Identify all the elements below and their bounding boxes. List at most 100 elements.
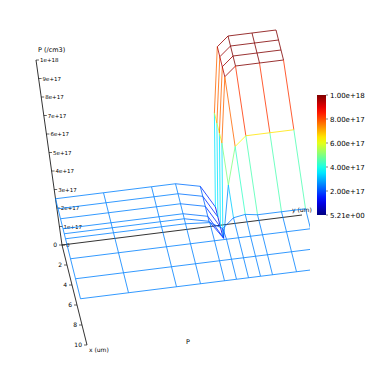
mesh-segment [270,133,282,212]
mesh-segment [244,256,256,258]
mesh-segment [282,209,306,212]
x-axis [62,245,87,345]
mesh-segment [287,232,292,252]
z-tick [44,115,47,116]
mesh-segment [124,273,129,293]
mesh-segment [220,46,231,57]
mesh-segment [260,60,284,63]
z-tick [52,171,55,172]
mesh-segment [239,238,244,258]
mesh-segment [233,53,257,56]
mesh-segment [64,234,65,239]
mesh-segment [154,197,157,207]
mesh-segment [114,227,162,233]
mesh-segment [284,60,294,130]
mesh-segment [263,235,268,255]
mesh-segment [119,247,167,253]
mesh-segment [64,228,112,234]
mesh-segment [255,43,258,53]
z-tick [49,152,52,153]
z-tick [54,189,57,190]
mesh-segment [224,185,229,238]
z-tick-label: 5e+17 [53,150,72,156]
mesh-segment [228,36,231,46]
mesh-segment [246,136,258,215]
mesh-segment [260,63,270,133]
mesh-segment [251,235,263,237]
mesh-segment [159,217,160,222]
colorbar-tick [326,167,328,168]
colorbar-tick-label: 8.00e+17 [330,116,365,124]
mesh-segment [63,223,111,229]
z-tick [36,60,39,61]
z-tick-label: 6e+17 [50,131,69,137]
mesh-segment [245,214,250,236]
mesh-segment [225,77,235,147]
mesh-segment [61,213,109,219]
mesh-segment [104,193,107,203]
mesh-segment [167,244,191,247]
mesh-segment [181,204,184,214]
z-tick-label: 8e+17 [45,94,64,100]
colorbar-tick [326,191,328,192]
mesh-segment [167,247,172,267]
mesh-segment [225,66,236,77]
mesh-segment [81,293,129,299]
mesh-segment [215,241,220,261]
mesh-segment [223,218,234,229]
mesh-segment [237,278,249,280]
mesh-segment [219,133,222,143]
mesh-segment [223,229,227,240]
y-axis [62,215,302,245]
mesh-segment [214,113,217,123]
mesh-segment [234,214,246,217]
x-tick-label: 6 [68,301,72,308]
mesh-segment [203,196,206,206]
mesh-segment [232,258,244,260]
surface-mesh [56,30,311,299]
mesh-segment [256,256,261,276]
mesh-segment [222,143,223,237]
mesh-segment [233,56,236,66]
mesh-segment [273,272,297,275]
mesh-segment [162,224,186,227]
mesh-segment [106,197,154,203]
x-tick [79,325,82,326]
mesh-segment [177,284,201,287]
mesh-segment [219,133,220,227]
colorbar-tick-label: 2.00e+17 [330,188,365,196]
mesh-segment [227,239,232,259]
mesh-segment [222,67,225,77]
mesh-segment [252,30,276,33]
mesh-segment [183,214,184,219]
mesh-segment [217,36,228,47]
mesh-segment [109,207,157,213]
z-tick-label: 4e+17 [56,168,75,174]
mesh-segment [191,244,196,264]
mesh-segment [225,279,237,281]
mesh-segment [160,219,184,222]
x-tick-label: 10 [74,341,82,348]
mesh-segment [208,216,223,237]
mesh-segment [222,56,233,67]
mesh-segment [268,252,292,255]
mesh-segment [234,218,239,238]
mesh-segment [76,273,124,279]
mesh-segment [129,287,177,293]
mesh-segment [183,214,208,217]
mesh-segment [196,264,201,284]
x-tick [64,265,67,266]
colorbar-tick [326,215,328,216]
mesh-segment [239,236,251,238]
mesh-segment [222,143,228,185]
mesh-segment [191,241,215,244]
mesh-segment [157,207,160,217]
x-axis-label: x (um) [89,346,109,353]
mesh-segment [112,222,160,228]
mesh-segment [256,255,268,257]
mesh-segment [220,57,223,67]
x-tick [59,245,62,246]
mesh-segment [297,269,311,272]
mesh-segment [281,50,284,60]
mesh-segment [231,43,255,46]
